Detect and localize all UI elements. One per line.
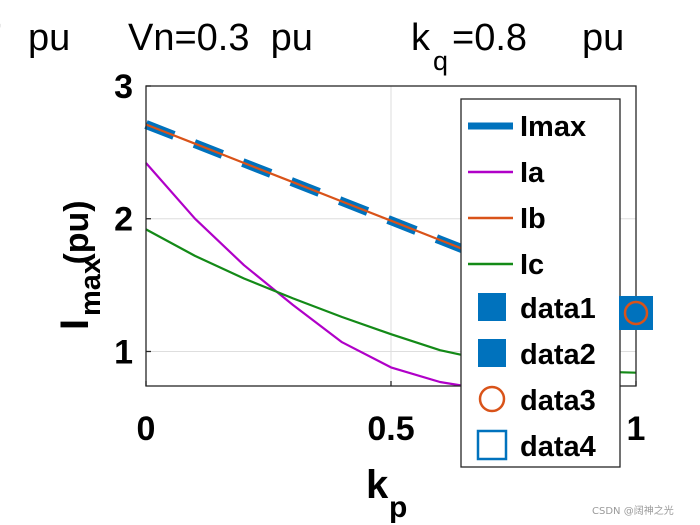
figure-title: ’ pu Vn=0.3 pu k q =0.8 pu (0, 17, 624, 76)
marker-data4 (619, 295, 653, 330)
series-line-ia (145, 162, 465, 388)
y-ticks: 1 2 3 (114, 68, 151, 371)
legend-swatch-data2 (478, 339, 506, 367)
legend-label-data3: data3 (520, 385, 596, 417)
legend-swatch-data3 (478, 385, 506, 413)
x-label-base: k (366, 463, 389, 507)
x-axis-label: k p (366, 463, 407, 524)
title-part3-base: k (411, 17, 431, 59)
marker-data3 (623, 300, 649, 326)
legend-entry-data2: data2 (478, 339, 596, 371)
marker-layer (619, 295, 653, 330)
legend-entry-data4: data4 (476, 429, 596, 463)
title-part1: pu (28, 17, 70, 59)
legend-swatch-data1 (478, 293, 506, 321)
legend-label-data4: data4 (520, 431, 596, 463)
legend-entry-imax: Imax (468, 111, 586, 143)
legend-label-ia: Ia (520, 157, 545, 189)
y-label-base: I (53, 319, 97, 330)
legend-box (460, 98, 621, 468)
legend-label-imax: Imax (520, 111, 586, 143)
legend-label-data2: data2 (520, 339, 596, 371)
title-tick-glyph: ’ (0, 17, 2, 59)
legend: Imax Ia Ib Ic data1 data2 data3 data4 (460, 98, 621, 468)
title-part3-value: =0.8 (452, 17, 527, 59)
legend-entry-ib: Ib (468, 203, 546, 235)
legend-entry-ic: Ic (468, 249, 544, 281)
legend-label-ic: Ic (520, 249, 544, 281)
legend-label-ib: Ib (520, 203, 546, 235)
series-line-ib (145, 123, 465, 251)
x-tick-label: 0 (137, 410, 156, 448)
legend-entry-data1: data1 (478, 293, 596, 325)
legend-entry-data3: data3 (478, 385, 596, 417)
title-part3-sub: q (433, 46, 448, 76)
x-label-sub: p (389, 491, 407, 524)
watermark: CSDN @阔神之光 (592, 504, 674, 517)
y-tick-label: 3 (114, 68, 133, 106)
y-tick-label: 2 (114, 201, 133, 239)
y-axis-label: I max (pu) (53, 200, 107, 330)
y-tick-label: 1 (114, 333, 133, 371)
legend-label-data1: data1 (520, 293, 596, 325)
y-label-unit: (pu) (58, 200, 96, 274)
x-tick-label: 0.5 (367, 410, 414, 448)
title-part3-unit: pu (582, 17, 624, 59)
title-part2: Vn=0.3 pu (128, 17, 313, 59)
legend-entry-ia: Ia (468, 157, 545, 189)
y-label-sub: max (75, 258, 107, 316)
legend-swatch-data4 (476, 429, 508, 461)
x-ticks: 0 0.5 1 (137, 381, 646, 448)
x-tick-label: 1 (627, 410, 646, 448)
